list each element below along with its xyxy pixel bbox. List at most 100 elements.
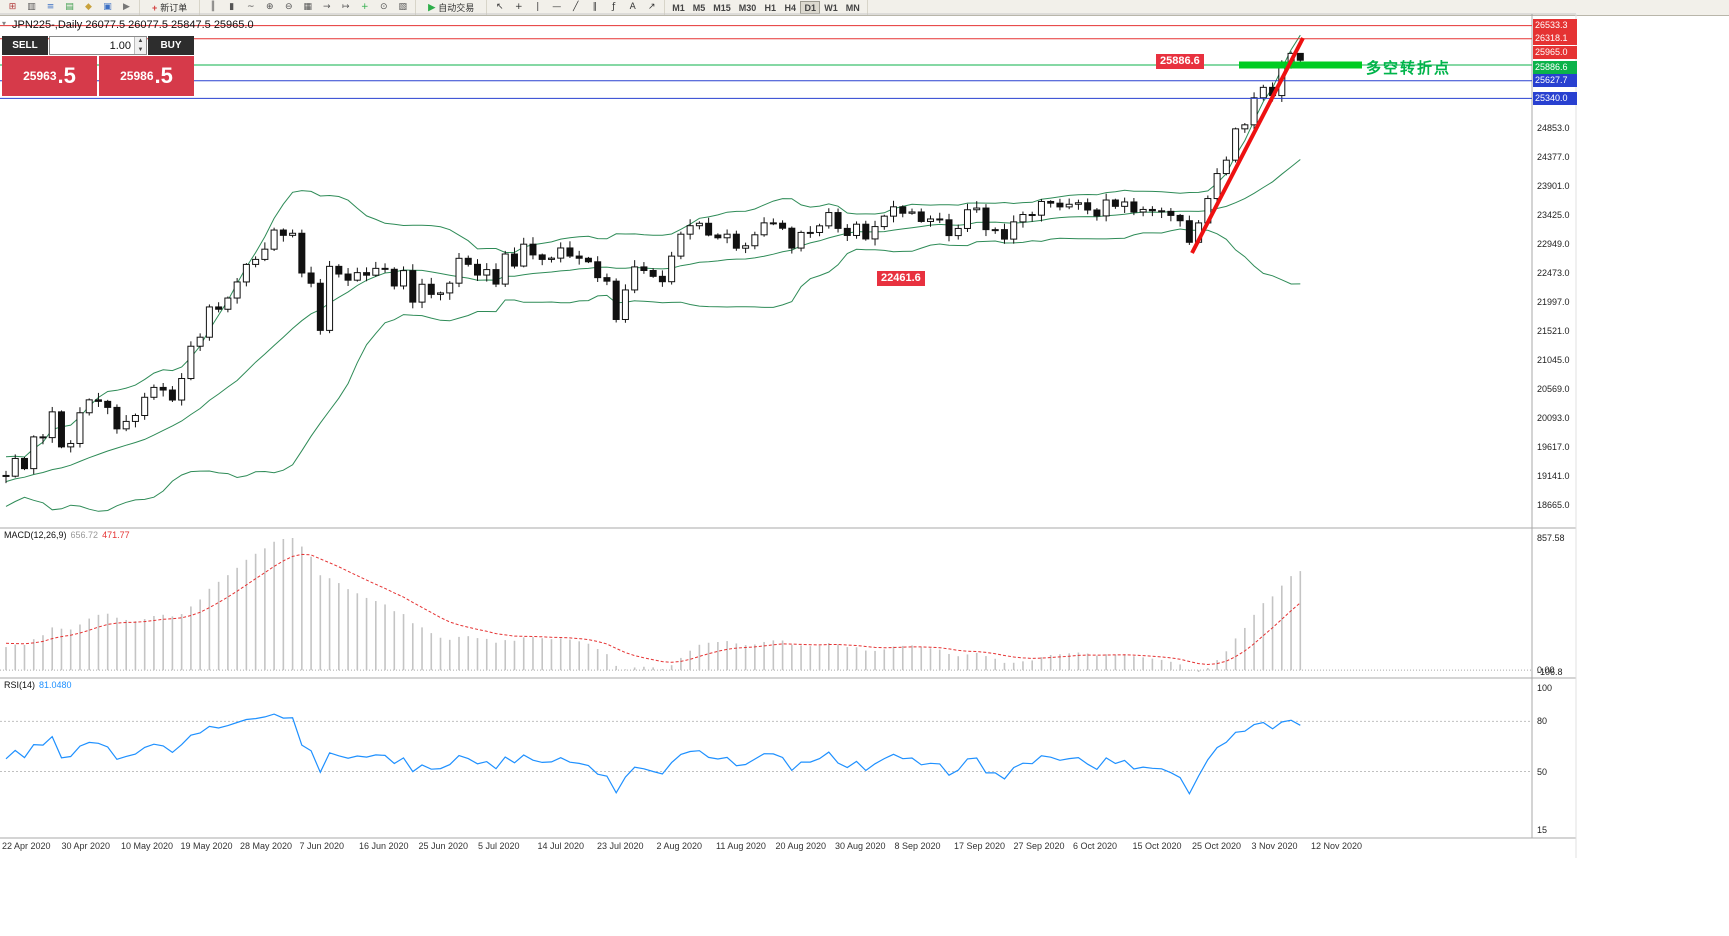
price-tick: 24377.0 [1537,151,1570,162]
timeframe-m5[interactable]: M5 [689,1,710,14]
market-watch-icon[interactable]: ≡ [42,1,59,14]
buy-price-main: 25986 [120,69,154,83]
date-label: 16 Jun 2020 [359,841,409,851]
timeframe-m30[interactable]: M30 [735,1,761,14]
templates-icon[interactable]: ▧ [394,1,411,14]
turning-point-text: 多空转折点 [1366,60,1452,77]
toolbar-charts-group: ║ ▮ ~ ⊕ ⊖ ▦ → ↦ + ⊙ ▧ [200,0,417,15]
tile-windows-icon[interactable]: ▦ [299,1,316,14]
sell-price-main: 25963 [23,69,57,83]
date-label: 25 Jun 2020 [418,841,469,851]
auto-scroll-icon[interactable]: → [318,1,335,14]
volume-value: 1.00 [109,39,131,52]
macd-indicator-label: MACD(12,26,9) 656.72 471.77 [4,530,130,540]
volume-up-icon[interactable]: ▲ [135,37,146,46]
line-chart-icon[interactable]: ~ [242,1,259,14]
rsi-tick: 100 [1537,683,1553,693]
date-label: 23 Jul 2020 [597,841,644,851]
vertical-line-icon[interactable]: | [529,1,546,14]
price-tick: 19617.0 [1537,442,1570,452]
date-label: 12 Nov 2020 [1311,841,1363,851]
rsi-tick: 50 [1537,766,1548,777]
price-line-marker: 26318.1 [1533,32,1577,46]
date-label: 28 May 2020 [240,841,293,851]
candlestick-chart-icon[interactable]: ▮ [223,1,240,14]
cursor-icon[interactable]: ↖ [491,1,508,14]
chart-shift-icon[interactable]: ↦ [337,1,354,14]
macd-tick: 857.58 [1537,533,1565,543]
toolbar-autotrading-group: ▶ 自动交易 [416,0,488,15]
zoom-in-icon[interactable]: ⊕ [261,1,278,14]
price-tick: 20093.0 [1537,413,1570,423]
price-tick: 23425.0 [1537,209,1570,220]
sell-price-tile[interactable]: 25963 .5 [2,56,97,96]
date-label: 14 Jul 2020 [537,841,585,851]
text-label-icon[interactable]: A [624,1,641,14]
zoom-out-icon[interactable]: ⊖ [280,1,297,14]
fibonacci-icon[interactable]: ƒ [605,1,622,14]
timeframe-m15[interactable]: M15 [709,1,735,14]
price-tick: 20569.0 [1537,384,1570,394]
price-tick: 24853.0 [1537,122,1570,133]
new-order-icon: + [152,2,158,13]
strategy-tester-icon[interactable]: ▶ [118,1,135,14]
new-chart-icon[interactable]: ⊞ [4,1,21,14]
date-label: 22 Apr 2020 [2,841,51,851]
macd-tick: -106.8 [1537,667,1563,677]
date-label: 3 Nov 2020 [1251,841,1298,851]
date-label: 19 May 2020 [180,841,233,851]
price-line-marker: 25965.0 [1533,45,1577,59]
crosshair-icon[interactable]: + [510,1,527,14]
sell-button[interactable]: SELL [2,36,48,55]
date-label: 2 Aug 2020 [656,841,703,851]
price-tick: 22473.0 [1537,267,1570,278]
autotrading-button[interactable]: ▶ 自动交易 [422,1,480,14]
support-price-label: 22461.6 [877,271,925,286]
rsi-indicator-label: RSI(14) 81.0480 [4,680,72,690]
resistance-price-label: 25886.6 [1156,54,1204,69]
date-label: 7 Jun 2020 [299,841,345,851]
terminal-icon[interactable]: ▣ [99,1,116,14]
navigator-icon[interactable]: ◆ [80,1,97,14]
price-tick: 22949.0 [1537,238,1570,249]
profiles-icon[interactable]: ▥ [23,1,40,14]
arrows-icon[interactable]: ↗ [643,1,660,14]
price-tick: 19141.0 [1537,471,1570,481]
indicators-icon[interactable]: + [356,1,373,14]
date-label: 11 Aug 2020 [716,841,766,851]
timeframe-w1[interactable]: W1 [820,1,842,14]
volume-input[interactable]: 1.00 ▲ ▼ [49,36,147,55]
trendline-icon[interactable]: ╱ [567,1,584,14]
horizontal-line-icon[interactable]: — [548,1,565,14]
data-window-icon[interactable]: ▤ [61,1,78,14]
date-label: 6 Oct 2020 [1073,841,1118,851]
price-tick: 21997.0 [1537,296,1570,307]
channel-icon[interactable]: ∥ [586,1,603,14]
price-tick: 21521.0 [1537,325,1570,336]
periods-icon[interactable]: ⊙ [375,1,392,14]
timeframe-h4[interactable]: H4 [780,1,800,14]
timeframe-h1[interactable]: H1 [760,1,780,14]
timeframe-m1[interactable]: M1 [668,1,689,14]
autotrading-play-icon: ▶ [428,2,436,12]
buy-button[interactable]: BUY [148,36,194,55]
date-label: 25 Oct 2020 [1192,841,1242,851]
new-order-label: 新订单 [160,3,188,13]
volume-down-icon[interactable]: ▼ [135,45,146,54]
date-label: 20 Aug 2020 [775,841,827,851]
rsi-tick: 15 [1537,825,1548,835]
price-line-marker: 25886.6 [1533,60,1577,74]
date-label: 27 Sep 2020 [1013,841,1065,851]
new-order-button[interactable]: + 新订单 [146,1,193,14]
one-click-collapse-icon[interactable]: ▾ [2,19,7,28]
date-label: 5 Jul 2020 [478,841,520,851]
autotrading-label: 自动交易 [438,3,475,13]
price-tick: 21045.0 [1537,355,1570,365]
date-label: 8 Sep 2020 [894,841,941,851]
bar-chart-icon[interactable]: ║ [204,1,221,14]
price-tick: 23901.0 [1537,180,1570,191]
timeframe-mn[interactable]: MN [842,1,864,14]
buy-price-tile[interactable]: 25986 .5 [99,56,194,96]
price-tick: 18665.0 [1537,500,1570,510]
